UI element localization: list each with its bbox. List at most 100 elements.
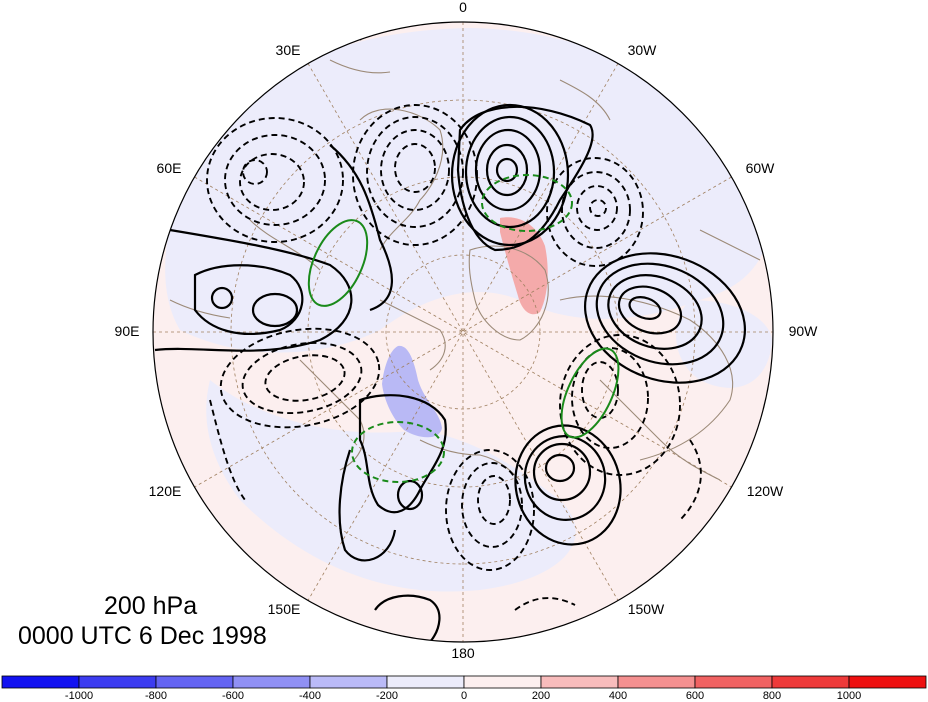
- contour-pacific-high-4: [544, 453, 576, 483]
- contour-atlantic-high-2: [464, 115, 556, 229]
- colorbar-swatch-3: [232, 675, 311, 689]
- contour-siberia-1: [154, 228, 353, 352]
- positive-contours: [154, 26, 747, 642]
- contour-scandinavia-low-3: [380, 129, 450, 211]
- colorbar-swatch-2: [155, 675, 234, 689]
- contour-mongolia-low-1: [219, 327, 381, 429]
- contour-scandinavia-low-1: [352, 104, 478, 246]
- contour-siberia-2: [193, 264, 304, 335]
- contour-greenland-low-4: [589, 199, 607, 217]
- colorbar-swatch-9: [694, 675, 773, 689]
- lon-label-120e: 120E: [149, 483, 182, 499]
- lon-label-120w: 120W: [747, 483, 784, 499]
- contour-pacific-high-3: [532, 442, 592, 502]
- map-disk: [153, 22, 773, 642]
- negative-shade-region-south: [206, 380, 576, 592]
- map-boundary: [152, 21, 774, 643]
- lon-label-150w: 150W: [628, 601, 665, 617]
- contour-alaska-low-1: [445, 449, 535, 571]
- lon-label-30w: 30W: [628, 42, 658, 58]
- negative-shade-region-east: [676, 300, 772, 388]
- contour-urals-low-1: [206, 117, 344, 243]
- contour-mongolia-low-3: [264, 354, 346, 402]
- colorbar-swatch-7: [540, 675, 619, 689]
- contour-alaska-low-2: [461, 462, 523, 548]
- colorbar-tick-label: -1000: [65, 690, 93, 702]
- contour-siberia-4: [210, 286, 234, 310]
- colorbar-tick-label: 200: [532, 690, 550, 702]
- red-shade-blob: [500, 217, 548, 315]
- contour-atlantic-high-5: [495, 157, 519, 183]
- colorbar-tick-label: -400: [299, 690, 321, 702]
- lon-label-90e: 90E: [115, 323, 140, 339]
- lon-label-60e: 60E: [157, 160, 182, 176]
- colorbar-swatch-5: [386, 675, 465, 689]
- contour-alaska-low-3: [477, 475, 511, 525]
- contour-atlantic-outer: [456, 105, 594, 252]
- contour-bering: [374, 594, 441, 642]
- contour-tibet-low: [209, 399, 246, 501]
- colorbar-swatch-11: [848, 675, 927, 689]
- lon-label-0: 0: [459, 0, 467, 15]
- contour-east-us: [679, 439, 702, 521]
- green-ellipse-east-canada: [560, 347, 620, 439]
- colorbar-tick-label: -800: [145, 690, 167, 702]
- colorbar-swatch-10: [771, 675, 850, 689]
- colorbar-tick-label: 400: [609, 690, 627, 702]
- contour-greenland-low-3: [576, 185, 618, 231]
- blue-shade-blob: [382, 345, 442, 438]
- highlight-contours: [307, 174, 620, 483]
- contour-nam-high-3: [607, 274, 703, 350]
- colorbar-tick-label: 800: [763, 690, 781, 702]
- contour-europe-1: [329, 144, 393, 312]
- contour-east-asia-3: [396, 479, 424, 511]
- contour-atlantic-high-3: [474, 128, 542, 212]
- colorbar-swatch-1: [78, 675, 157, 689]
- contour-atlantic-high-1: [450, 103, 570, 247]
- contour-pacific-high-2: [523, 435, 607, 521]
- colorbar-swatch-6: [463, 675, 542, 689]
- longitude-labels: 0 30W 60W 90W 120W 150W 180 150E 120E 90…: [115, 0, 819, 661]
- contour-greenland-low-2: [561, 171, 631, 249]
- valid-time-label: 0000 UTC 6 Dec 1998: [18, 622, 267, 650]
- contour-scandinavia-low-2: [366, 116, 464, 228]
- lon-label-90w: 90W: [789, 323, 819, 339]
- contour-canada-low-1: [559, 334, 681, 476]
- green-ellipse-east-asia: [351, 421, 445, 483]
- contour-east-asia-2: [338, 449, 397, 562]
- colorbar-swatch-8: [617, 675, 696, 689]
- contour-canada-low-2: [571, 347, 649, 449]
- lon-label-180: 180: [451, 645, 475, 661]
- contour-scandinavia-low-4: [394, 143, 436, 193]
- contour-east-asia-1: [358, 394, 447, 514]
- contour-nam-high-5: [628, 296, 662, 320]
- contour-greenland-low-1: [546, 157, 644, 267]
- contour-aleutian: [514, 597, 576, 611]
- colorbar-tick-label: 600: [686, 690, 704, 702]
- lon-label-30e: 30E: [276, 42, 301, 58]
- contour-urals-low-3: [239, 153, 305, 211]
- lon-label-60w: 60W: [746, 160, 776, 176]
- contour-urals-low-2: [224, 134, 326, 226]
- contour-nam-high-4: [617, 285, 683, 335]
- contour-nam-high-2: [595, 262, 725, 366]
- colorbar-tick-label: -200: [376, 690, 398, 702]
- contour-mongolia-low-2: [241, 341, 363, 415]
- contour-atlantic-high-4: [485, 143, 529, 197]
- colorbar-swatch-4: [309, 675, 388, 689]
- negative-contours: [206, 104, 702, 611]
- colorbar-swatch-0: [1, 675, 80, 689]
- contour-canada-low-3: [581, 361, 619, 419]
- green-ellipse-west-siberia: [307, 219, 369, 307]
- colorbar-tick-label: -600: [222, 690, 244, 702]
- contour-pacific-high-1: [514, 424, 622, 546]
- contour-urals-low-4: [242, 159, 268, 185]
- pressure-level-label: 200 hPa: [104, 592, 198, 620]
- colorbar: -1000 -800 -600 -400 -200 0 200 400 600 800 1000: [1, 675, 927, 702]
- colorbar-tick-label: 1000: [837, 690, 861, 702]
- contour-siberia-3: [251, 292, 299, 328]
- colorbar-tick-label: 0: [461, 690, 467, 702]
- green-ellipse-greenland: [481, 174, 573, 232]
- lon-label-150e: 150E: [268, 601, 301, 617]
